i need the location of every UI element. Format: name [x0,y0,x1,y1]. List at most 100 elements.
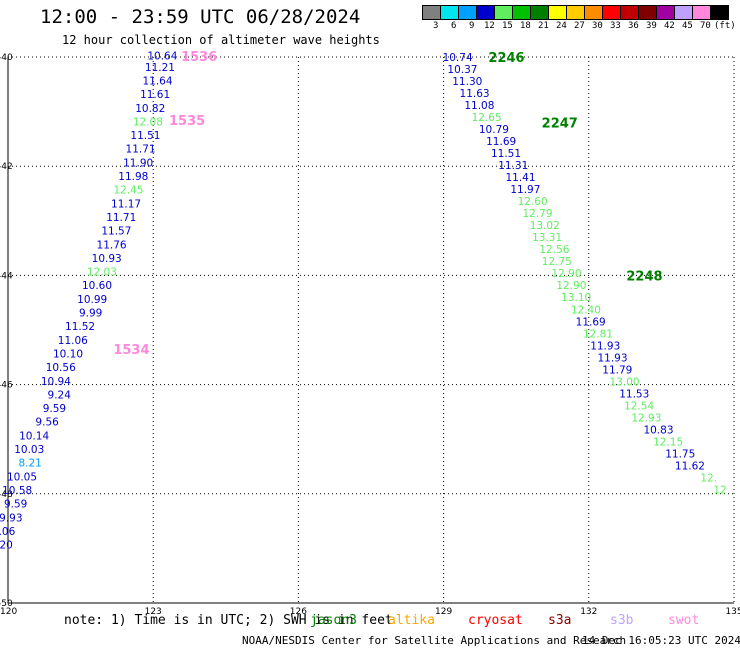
wave-height-label: 12.93 [631,412,661,424]
page-subtitle: 12 hour collection of altimeter wave hei… [62,33,380,47]
wave-height-label: 11.51 [491,148,521,160]
footer-timestamp: 14 Dec 16:05:23 UTC 2024 [582,634,740,647]
wave-height-label: 10.94 [41,376,71,388]
wave-height-label: 11.06 [58,335,88,347]
wave-height-label: 9.59 [43,403,66,415]
wave-height-label: 11.75 [665,448,695,460]
wave-height-label: 9.93 [0,512,23,524]
wave-height-label: 10.74 [443,52,473,64]
wave-height-label: 9.24 [48,389,72,401]
color-legend-label: 42 [664,21,675,31]
pass-time-label: 1534 [113,343,149,358]
color-legend-label: 45 [682,21,693,31]
color-legend-label: 3 [433,21,439,31]
wave-height-label: 11.79 [602,364,632,376]
x-tick-label: 120 [0,607,17,617]
x-tick-label: 135 [725,607,740,617]
wave-height-label: 12.40 [571,304,601,316]
y-tick-label: -42 [0,162,13,172]
wave-height-label: 11.98 [118,171,148,183]
wave-height-label: 12.60 [518,196,548,208]
wave-height-label: 12.56 [539,244,569,256]
color-legend-label: 15 [502,21,513,31]
wave-height-label: 12.75 [542,256,572,268]
wave-height-label: 11.69 [486,136,516,148]
wave-height-label: 12.45 [113,185,143,197]
x-tick-label: 132 [580,607,597,617]
wave-height-label: 10.14 [19,430,49,442]
wave-height-label: 11.90 [123,157,153,169]
color-legend-label: 39 [646,21,657,31]
wave-height-label: 11.21 [145,62,175,74]
x-tick-label: 129 [435,607,452,617]
wave-height-label: 10.03 [14,444,44,456]
wave-height-label: 12.65 [472,112,502,124]
wave-height-label: 12.03 [87,267,117,279]
wave-height-label: 11.71 [126,144,156,156]
satellite-legend-s3b: s3b [610,613,634,628]
wave-height-label: 11.62 [675,460,705,472]
wave-height-label: 11.93 [597,352,627,364]
wave-height-label: 11.52 [65,321,95,333]
wave-height-label: 12.08 [133,116,163,128]
wave-height-label: 11.41 [505,172,535,184]
satellite-legend-jason3: jason3 [310,613,357,628]
wave-height-label: 12.81 [583,328,613,340]
color-legend-label: 12 [484,21,495,31]
wave-height-label: 10.05 [7,471,37,483]
wave-height-label: 13.00 [610,376,640,388]
wave-height-label: 11.31 [498,160,528,172]
wave-height-label: 10.06 [0,526,16,538]
wave-height-label: 11.64 [142,75,172,87]
satellite-legend-cryosat: cryosat [468,613,523,628]
page-title: 12:00 - 23:59 UTC 06/28/2024 [40,6,361,28]
wave-height-label: 12. [700,472,717,484]
wave-height-label: 11.97 [510,184,540,196]
wave-height-label: 12 [713,484,726,496]
y-tick-label: -40 [0,53,13,63]
wave-height-label: 10.83 [643,424,673,436]
color-legend-label: 33 [610,21,621,31]
wave-height-label: 9.99 [79,308,102,320]
color-legend-label: 6 [451,21,457,31]
wave-height-label: 11.63 [460,88,490,100]
wave-height-label: 9.56 [35,417,59,429]
wave-height-label: 11.76 [97,239,127,251]
wave-height-label: 13.02 [530,220,560,232]
wave-height-label: 11.51 [130,130,160,142]
wave-height-label: 10.93 [92,253,122,265]
color-legend-label: 30 [592,21,603,31]
wave-height-label: 12.90 [556,280,586,292]
wave-height-label: 11.61 [140,89,170,101]
x-tick-label: 126 [290,607,307,617]
wave-height-label: 10.37 [447,64,477,76]
wave-height-label: 11.71 [106,212,136,224]
wave-height-label: 11.53 [619,388,649,400]
satellite-legend-altika: altika [388,613,435,628]
satellite-legend-s3a: s3a [548,613,572,628]
color-legend-label: 36 [628,21,639,31]
color-legend-label: 70 [700,21,711,31]
wave-height-label: 10.10 [53,348,83,360]
wave-height-label: 11.93 [590,340,620,352]
x-tick-label: 123 [145,607,162,617]
wave-height-label: 8.21 [18,458,41,470]
y-tick-label: -44 [0,271,13,281]
wave-height-label: 11.69 [576,316,606,328]
wave-height-label: 12.54 [624,400,654,412]
wave-height-label: 9.20 [0,540,13,552]
pass-time-label: 1536 [181,50,217,65]
wave-height-label: 10.64 [147,50,177,62]
color-legend-label: 27 [574,21,585,31]
color-legend-label: 24 [556,21,567,31]
wave-height-label: 13.10 [561,292,591,304]
y-tick-label: -50 [0,599,13,609]
color-legend-label: 18 [520,21,531,31]
wave-height-label: 11.30 [452,76,482,88]
wave-height-label: 13.31 [532,232,562,244]
pass-time-label: 2248 [626,269,662,284]
color-legend-unit: (ft) [714,21,736,31]
wave-height-label: 10.58 [2,485,32,497]
wave-height-label: 10.60 [82,280,112,292]
